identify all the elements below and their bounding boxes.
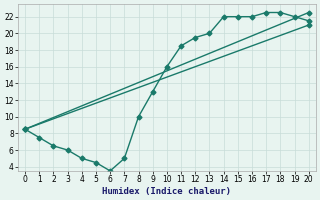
X-axis label: Humidex (Indice chaleur): Humidex (Indice chaleur) — [102, 187, 231, 196]
